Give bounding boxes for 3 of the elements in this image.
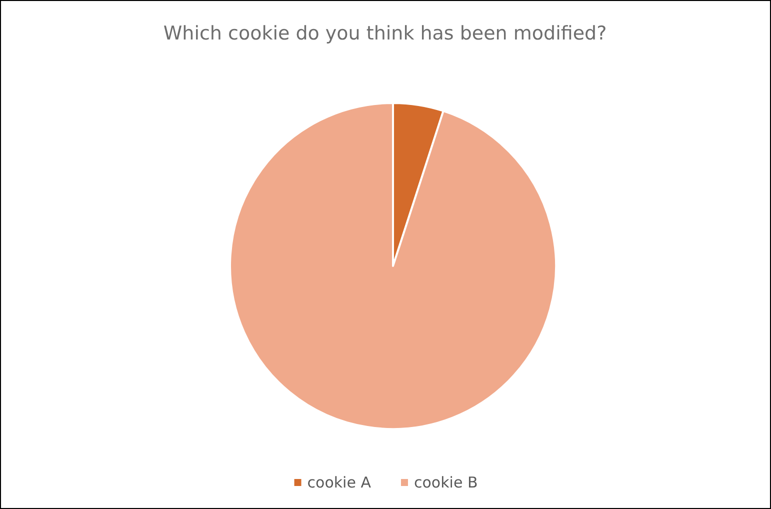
legend-label: cookie B [414,474,478,492]
chart-title: Which cookie do you think has been modified? [163,22,607,44]
legend-label: cookie A [307,474,372,492]
